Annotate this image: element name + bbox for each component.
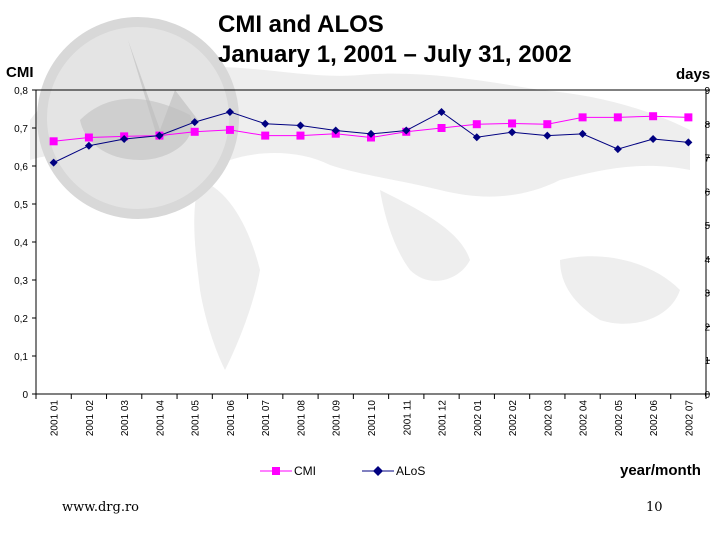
x-tick-label: 2002 03 [543, 400, 554, 437]
chart-title: CMI and ALOS January 1, 2001 – July 31, … [218, 10, 598, 70]
x-tick-label: 2001 09 [332, 400, 343, 437]
right-tick-label: 0 [704, 390, 710, 401]
left-tick-label: 0 [22, 390, 28, 401]
legend-label-alos: ALoS [396, 464, 426, 478]
chart-title-line2: January 1, 2001 – July 31, 2002 [218, 41, 572, 68]
x-tick-label: 2002 05 [614, 400, 625, 437]
left-tick-label: 0,3 [14, 276, 28, 287]
x-tick-label: 2002 07 [684, 400, 695, 437]
alos-point [578, 129, 587, 138]
x-tick-label: 2001 02 [85, 400, 96, 437]
left-tick-label: 0,6 [14, 162, 28, 173]
alos-point [649, 134, 658, 143]
alos-point [190, 118, 199, 127]
x-tick-label: 2001 07 [261, 400, 272, 437]
right-tick-label: 9 [704, 86, 710, 97]
x-tick-label: 2001 10 [367, 400, 378, 437]
cmi-point [49, 137, 58, 146]
cmi-point [472, 120, 481, 129]
x-tick-label: 2001 11 [402, 400, 413, 436]
right-tick-label: 8 [704, 120, 710, 131]
right-tick-label: 3 [704, 289, 710, 300]
x-tick-label: 2001 06 [226, 400, 237, 437]
alos-point [225, 107, 234, 116]
right-tick-label: 4 [704, 255, 710, 266]
x-tick-label: 2001 08 [296, 400, 307, 437]
magnifier-illustration [37, 17, 239, 219]
chart-title-line1: CMI and ALOS [218, 11, 384, 38]
x-axis-label: year/month [620, 462, 701, 479]
right-axis-label: days [676, 66, 711, 83]
alos-point [543, 131, 552, 140]
legend-label-cmi: CMI [294, 464, 316, 478]
alos-point [684, 138, 693, 147]
footer-website: www.drg.ro [62, 500, 140, 515]
alos-point [331, 126, 340, 135]
page-number: 10 [646, 500, 663, 515]
x-tick-label: 2002 06 [649, 400, 660, 437]
x-tick-label: 2002 01 [473, 400, 484, 437]
left-tick-label: 0,4 [14, 238, 28, 249]
cmi-point [613, 113, 622, 122]
cmi-point [296, 131, 305, 140]
cmi-point [649, 112, 658, 121]
alos-point [84, 141, 93, 150]
alos-point [155, 131, 164, 140]
alos-point [296, 121, 305, 130]
left-tick-label: 0,5 [14, 200, 28, 211]
x-tick-label: 2001 01 [50, 400, 61, 437]
alos-point [49, 158, 58, 167]
left-axis-label: CMI [6, 64, 34, 81]
legend: CMI ALoS [258, 460, 588, 486]
alos-point [613, 145, 622, 154]
alos-point [402, 126, 411, 135]
chart-axes: 0 0,1 0,2 0,3 0,4 0,5 0,6 0,7 0,8 0 1 2 3 4 5 6 7 8 9 2001 … [14, 86, 710, 436]
x-tick-label: 2001 03 [120, 400, 131, 437]
legend-alos-marker [373, 466, 383, 476]
alos-point [472, 133, 481, 142]
legend-cmi-marker [272, 467, 280, 475]
alos-point [261, 119, 270, 128]
left-tick-label: 0,8 [14, 86, 28, 97]
left-tick-label: 0,1 [14, 352, 28, 363]
cmi-point [437, 124, 446, 132]
cmi-point [543, 120, 552, 129]
cmi-point [84, 133, 93, 142]
x-tick-label: 2001 12 [438, 400, 449, 437]
chart-series [49, 107, 693, 167]
cmi-point [684, 113, 693, 122]
cmi-point [578, 113, 587, 122]
right-tick-label: 1 [704, 356, 710, 367]
right-tick-label: 7 [704, 154, 710, 165]
cmi-point [508, 119, 517, 128]
right-tick-label: 5 [704, 221, 710, 232]
right-tick-label: 2 [704, 322, 710, 333]
cmi-point [225, 125, 234, 134]
alos-point [437, 107, 446, 116]
right-tick-label: 6 [704, 187, 710, 198]
x-tick-label: 2001 05 [191, 400, 202, 437]
x-tick-label: 2002 02 [508, 400, 519, 437]
cmi-point [261, 131, 270, 140]
alos-point [508, 128, 517, 137]
cmi-point [190, 127, 199, 136]
x-tick-label: 2002 04 [579, 400, 590, 437]
alos-point [120, 134, 129, 143]
alos-point [367, 129, 375, 138]
left-tick-label: 0,7 [14, 124, 28, 135]
x-tick-label: 2001 04 [155, 400, 166, 437]
left-tick-label: 0,2 [14, 314, 28, 325]
